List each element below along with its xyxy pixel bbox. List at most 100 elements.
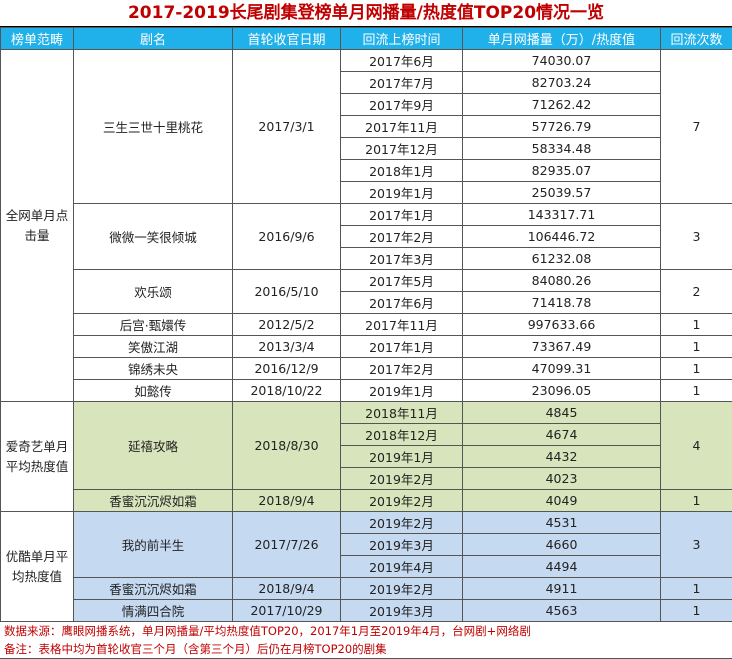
value-cell: 4049 bbox=[462, 489, 661, 512]
return-count-cell: 1 bbox=[660, 313, 732, 336]
table-row: 2019年3月 4660 bbox=[1, 533, 732, 556]
table-row: 如懿传 2018/10/22 2019年1月 23096.05 1 bbox=[1, 379, 732, 402]
table-row: 爱奇艺单月平均热度值 延禧攻略 2018/8/30 2018年11月 4845 4 bbox=[0, 401, 732, 512]
value-cell: 57726.79 bbox=[462, 115, 661, 138]
column-header: 回流次数 bbox=[660, 27, 732, 50]
value-cell: 82935.07 bbox=[462, 159, 661, 182]
table-row: 全网单月点击量 三生三世十里桃花 2017/3/1 2017年6月 74030.07 7 bbox=[0, 49, 732, 402]
return-month-cell: 2019年1月 bbox=[340, 445, 463, 468]
table-row: 2017年2月 106446.72 bbox=[1, 225, 732, 248]
table-row: 2018年1月 82935.07 bbox=[1, 159, 732, 182]
value-cell: 47099.31 bbox=[462, 357, 661, 380]
return-count-cell: 7 bbox=[660, 49, 732, 204]
value-cell: 4432 bbox=[462, 445, 661, 468]
column-header: 回流上榜时间 bbox=[340, 27, 463, 50]
show-name-cell: 锦绣未央 bbox=[73, 357, 233, 380]
return-month-cell: 2019年2月 bbox=[340, 489, 463, 512]
show-name-cell: 如懿传 bbox=[73, 379, 233, 402]
return-count-cell: 3 bbox=[660, 511, 732, 578]
finale-date-cell: 2012/5/2 bbox=[232, 313, 341, 336]
value-cell: 82703.24 bbox=[462, 71, 661, 94]
table-row: 2019年2月 4023 bbox=[1, 467, 732, 490]
return-month-cell: 2017年3月 bbox=[340, 247, 463, 270]
finale-date-cell: 2017/7/26 bbox=[232, 511, 341, 578]
column-header: 首轮收官日期 bbox=[232, 27, 341, 50]
return-month-cell: 2017年11月 bbox=[340, 115, 463, 138]
value-cell: 4531 bbox=[462, 511, 661, 534]
return-month-cell: 2019年2月 bbox=[340, 467, 463, 490]
value-cell: 4660 bbox=[462, 533, 661, 556]
category-cell: 爱奇艺单月平均热度值 bbox=[0, 401, 74, 512]
table-row: 2017年11月 57726.79 bbox=[1, 115, 732, 138]
table-row: 欢乐颂 2016/5/10 2017年5月 84080.26 2 bbox=[1, 269, 732, 314]
finale-date-cell: 2013/3/4 bbox=[232, 335, 341, 358]
show-name-cell: 微微一笑很倾城 bbox=[73, 203, 233, 270]
value-cell: 143317.71 bbox=[462, 203, 661, 226]
show-name-cell: 三生三世十里桃花 bbox=[73, 49, 233, 204]
page-title: 2017-2019长尾剧集登榜单月网播量/热度值TOP20情况一览 bbox=[0, 0, 732, 27]
category-cell: 优酷单月平均热度值 bbox=[0, 511, 74, 622]
return-month-cell: 2018年12月 bbox=[340, 423, 463, 446]
finale-date-cell: 2016/9/6 bbox=[232, 203, 341, 270]
value-cell: 997633.66 bbox=[462, 313, 661, 336]
finale-date-cell: 2018/8/30 bbox=[232, 401, 341, 490]
finale-date-cell: 2018/9/4 bbox=[232, 577, 341, 600]
remark-note: 备注：表格中均为首轮收官三个月（含第三个月）后仍在月榜TOP20的剧集 bbox=[4, 642, 387, 656]
return-month-cell: 2017年6月 bbox=[340, 49, 463, 72]
return-month-cell: 2017年1月 bbox=[340, 335, 463, 358]
return-count-cell: 1 bbox=[660, 577, 732, 600]
value-cell: 58334.48 bbox=[462, 137, 661, 160]
return-month-cell: 2019年1月 bbox=[340, 379, 463, 402]
table-row: 优酷单月平均热度值 我的前半生 2017/7/26 2019年2月 4531 3 bbox=[0, 511, 732, 622]
show-name-cell: 笑傲江湖 bbox=[73, 335, 233, 358]
value-cell: 4023 bbox=[462, 467, 661, 490]
table-row: 微微一笑很倾城 2016/9/6 2017年1月 143317.71 3 bbox=[1, 203, 732, 270]
return-month-cell: 2019年2月 bbox=[340, 511, 463, 534]
value-cell: 71262.42 bbox=[462, 93, 661, 116]
value-cell: 23096.05 bbox=[462, 379, 661, 402]
value-cell: 25039.57 bbox=[462, 181, 661, 204]
column-header: 剧名 bbox=[73, 27, 233, 50]
show-name-cell: 香蜜沉沉烬如霜 bbox=[73, 489, 233, 512]
value-cell: 4845 bbox=[462, 401, 661, 424]
finale-date-cell: 2016/12/9 bbox=[232, 357, 341, 380]
value-cell: 74030.07 bbox=[462, 49, 661, 72]
show-name-cell: 后宫·甄嬛传 bbox=[73, 313, 233, 336]
return-month-cell: 2017年7月 bbox=[340, 71, 463, 94]
return-month-cell: 2017年12月 bbox=[340, 137, 463, 160]
table-row: 2017年6月 71418.78 bbox=[1, 291, 732, 314]
return-month-cell: 2018年11月 bbox=[340, 401, 463, 424]
table-row: 笑傲江湖 2013/3/4 2017年1月 73367.49 1 bbox=[1, 335, 732, 358]
finale-date-cell: 2018/10/22 bbox=[232, 379, 341, 402]
table-row: 香蜜沉沉烬如霜 2018/9/4 2019年2月 4049 1 bbox=[1, 489, 732, 512]
value-cell: 61232.08 bbox=[462, 247, 661, 270]
table-row: 锦绣未央 2016/12/9 2017年2月 47099.31 1 bbox=[1, 357, 732, 380]
show-name-cell: 欢乐颂 bbox=[73, 269, 233, 314]
return-count-cell: 1 bbox=[660, 335, 732, 358]
show-name-cell: 延禧攻略 bbox=[73, 401, 233, 490]
value-cell: 71418.78 bbox=[462, 291, 661, 314]
value-cell: 106446.72 bbox=[462, 225, 661, 248]
show-name-cell: 我的前半生 bbox=[73, 511, 233, 578]
return-month-cell: 2019年3月 bbox=[340, 599, 463, 622]
value-cell: 4674 bbox=[462, 423, 661, 446]
return-month-cell: 2019年1月 bbox=[340, 181, 463, 204]
return-month-cell: 2017年1月 bbox=[340, 203, 463, 226]
source-note: 数据来源：鹰眼网播系统，单月网播量/平均热度值TOP20，2017年1月至201… bbox=[4, 624, 531, 638]
return-month-cell: 2017年11月 bbox=[340, 313, 463, 336]
finale-date-cell: 2016/5/10 bbox=[232, 269, 341, 314]
table-row: 2017年3月 61232.08 bbox=[1, 247, 732, 270]
return-count-cell: 1 bbox=[660, 599, 732, 622]
value-cell: 73367.49 bbox=[462, 335, 661, 358]
category-cell: 全网单月点击量 bbox=[0, 49, 74, 402]
return-month-cell: 2019年2月 bbox=[340, 577, 463, 600]
return-count-cell: 1 bbox=[660, 379, 732, 402]
value-cell: 4911 bbox=[462, 577, 661, 600]
table-row: 后宫·甄嬛传 2012/5/2 2017年11月 997633.66 1 bbox=[1, 313, 732, 336]
return-month-cell: 2019年4月 bbox=[340, 555, 463, 578]
column-header: 单月网播量（万）/热度值 bbox=[462, 27, 661, 50]
table-row: 情满四合院 2017/10/29 2019年3月 4563 1 bbox=[1, 599, 732, 622]
return-count-cell: 3 bbox=[660, 203, 732, 270]
header-row: 榜单范畴 剧名 首轮收官日期 回流上榜时间 单月网播量（万）/热度值 回流次数 bbox=[0, 27, 732, 50]
return-month-cell: 2017年6月 bbox=[340, 291, 463, 314]
